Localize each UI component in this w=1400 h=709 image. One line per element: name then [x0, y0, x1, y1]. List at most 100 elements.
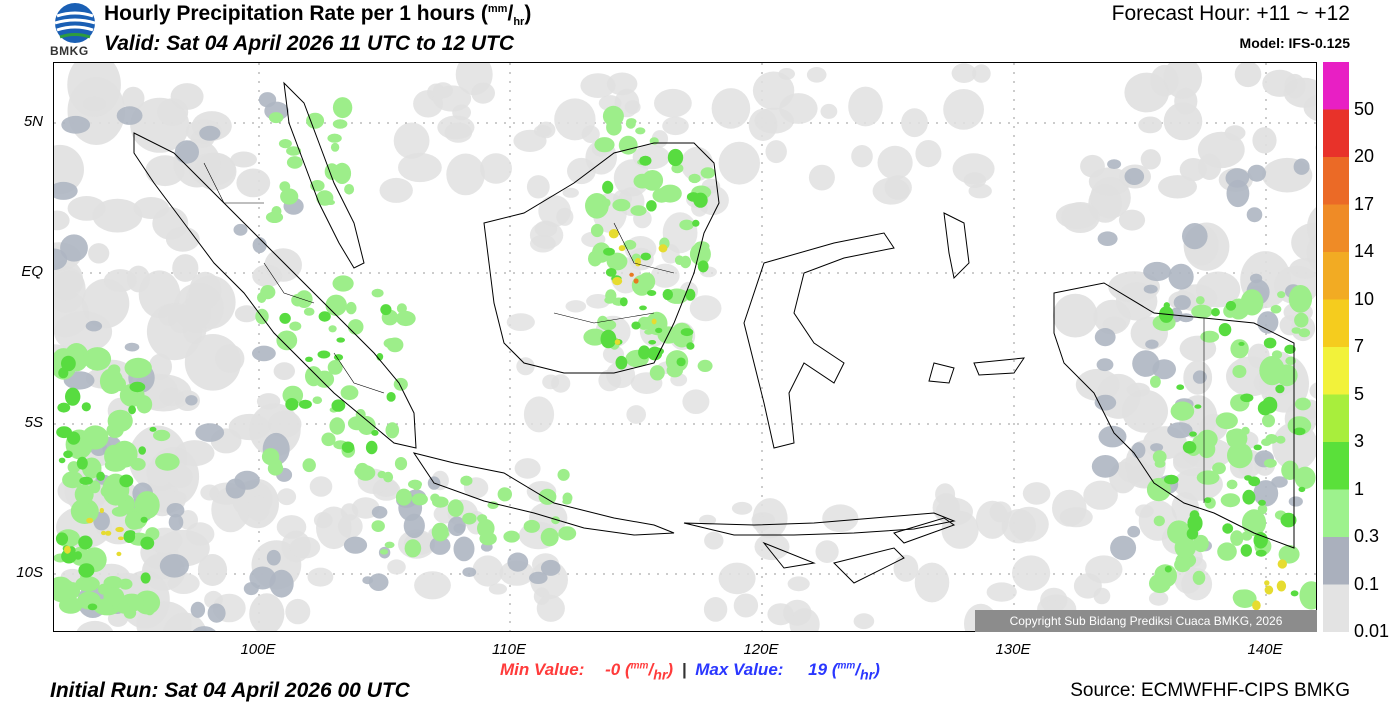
precip-cell [654, 89, 692, 118]
precip-cell [609, 229, 619, 238]
precip-cell [704, 597, 727, 622]
precip-cell [348, 416, 366, 430]
precip-cell [1275, 385, 1284, 394]
precip-cell [990, 501, 1012, 522]
precip-cell [624, 240, 637, 250]
precip-cell [631, 322, 640, 330]
lon-label-100e: 100E [228, 641, 288, 658]
precip-cell [1154, 516, 1165, 527]
precip-cell [652, 319, 657, 325]
lon-label-140e: 140E [1235, 641, 1295, 658]
precip-cell [1204, 497, 1211, 503]
precip-cell [534, 125, 552, 137]
colorbar-swatch [1323, 205, 1349, 253]
precip-cell [115, 527, 124, 532]
precip-cell [277, 515, 307, 539]
precip-cell [412, 493, 428, 505]
precip-cell [1222, 523, 1233, 533]
precip-cell [215, 344, 244, 373]
precip-cell [1189, 431, 1197, 436]
precip-cell [1241, 544, 1252, 557]
precip-cell [1217, 542, 1237, 560]
precip-cell [125, 511, 143, 529]
precip-cell [398, 153, 442, 182]
precip-cell [287, 156, 303, 169]
precip-cell [885, 175, 912, 200]
precip-cell [432, 523, 449, 542]
precip-cell [61, 356, 76, 372]
precip-cell [1095, 328, 1116, 346]
precip-cell [1165, 566, 1172, 573]
precip-cell [329, 325, 337, 332]
lat-label-eq: EQ [21, 263, 43, 280]
min-label: Min Value: [500, 660, 584, 679]
precip-cell [285, 398, 298, 411]
initial-run: Initial Run: Sat 04 April 2026 00 UTC [50, 679, 410, 703]
precip-cell [551, 374, 570, 392]
data-source: Source: ECMWFHF-CIPS BMKG [1070, 680, 1350, 702]
precip-cell [943, 89, 984, 130]
precip-cell [380, 304, 391, 315]
colorbar-label: 50 [1354, 99, 1374, 120]
precip-cell [480, 153, 512, 184]
precip-cell [1294, 428, 1306, 436]
precip-cell [100, 508, 104, 513]
precip-cell [437, 116, 474, 140]
precip-cell [1248, 165, 1266, 182]
precip-cell [189, 272, 221, 309]
precip-cell [1232, 365, 1246, 378]
colorbar-swatch [1323, 537, 1349, 585]
precip-cell [279, 332, 296, 348]
precip-cell [1315, 140, 1317, 155]
precip-cell [894, 555, 919, 582]
precip-cell [1211, 308, 1220, 316]
precip-cell [1085, 555, 1122, 583]
precip-cell [615, 339, 621, 345]
precip-cell [166, 227, 200, 252]
precip-cell [280, 188, 298, 204]
precip-cell [60, 234, 88, 261]
precip-cell [336, 337, 345, 342]
precip-cell [74, 348, 84, 359]
colorbar-label: 5 [1354, 384, 1364, 405]
precip-cell [86, 518, 93, 524]
page-title: Hourly Precipitation Rate per 1 hours (m… [104, 2, 531, 28]
precip-cell [620, 297, 628, 306]
precip-cell [854, 613, 875, 629]
precip-cell [1187, 514, 1202, 532]
lon-label-130e: 130E [983, 641, 1043, 658]
precip-cell [155, 453, 180, 471]
precip-cell [1149, 591, 1168, 605]
precip-cell [460, 476, 472, 486]
precip-cell [344, 537, 367, 554]
precip-cell [527, 175, 550, 198]
precip-cell [1277, 581, 1286, 592]
precip-cell [515, 458, 541, 479]
precip-cell [1254, 532, 1268, 549]
precip-cell [626, 405, 646, 424]
valid-time: Valid: Sat 04 April 2026 11 UTC to 12 UT… [104, 32, 514, 56]
separator: | [682, 660, 687, 679]
precip-cell [454, 537, 475, 562]
precip-cell [1144, 285, 1158, 294]
precip-cell [1009, 507, 1049, 542]
precip-cell [147, 303, 202, 360]
precip-cell [692, 220, 699, 227]
precip-cell [489, 583, 507, 594]
colorbar-label: 1 [1354, 479, 1364, 500]
precip-cell [612, 199, 630, 211]
precip-cell [524, 520, 540, 533]
precip-cell [848, 87, 883, 127]
precip-cell [308, 568, 334, 587]
precip-cell [128, 405, 136, 414]
precip-cell [175, 140, 199, 163]
precip-cell [602, 199, 611, 208]
lat-label-5s: 5S [25, 414, 43, 431]
precip-cell [100, 368, 123, 394]
precip-cell [1264, 580, 1269, 585]
precip-cell [1122, 390, 1168, 433]
precip-cell [588, 251, 602, 267]
precip-cell [663, 289, 673, 300]
precip-cell [732, 502, 752, 515]
precip-cell [635, 127, 645, 134]
